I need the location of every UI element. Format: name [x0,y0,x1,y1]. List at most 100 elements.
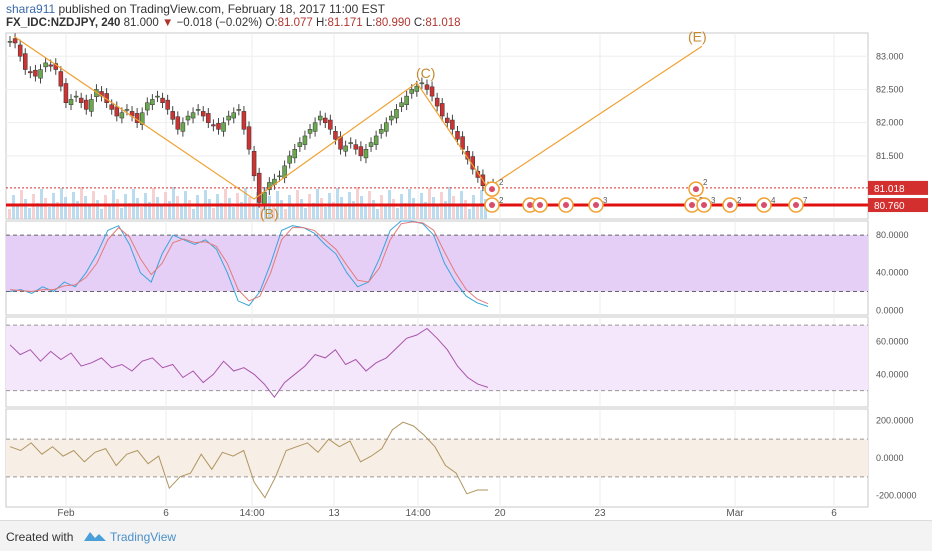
volume-bar [84,196,87,219]
event-marker-dot [689,202,695,209]
volume-bar [340,197,343,219]
price-tag [868,198,928,213]
event-marker-dot [527,202,533,209]
chart-canvas[interactable]: 83.000 82.500 82.000 81.500 (B) (C) (E) 81.018 8… [0,0,932,520]
volume-bar [200,204,203,219]
candle-body [363,149,369,159]
candle-body [139,112,145,125]
candle [302,130,308,150]
volume-bar [392,199,395,219]
volume-bar [364,205,367,219]
candle [17,39,23,62]
candle-body [399,102,404,107]
candle [89,94,94,117]
candle [312,117,318,137]
volume-bar [64,197,67,219]
event-marker-dot [489,202,495,209]
low-label: L: [365,17,376,29]
candle-body [78,97,84,103]
candle-body [317,115,323,121]
candle-body [190,112,196,119]
band-fill [6,325,868,391]
candle-body [165,99,170,110]
volume-bar [244,188,247,219]
candle [267,177,272,196]
open-label: O: [265,17,278,29]
candle [129,106,135,122]
candle [378,124,384,139]
candle [236,104,242,116]
volume-bar [272,205,275,219]
candle-body [378,129,384,134]
tradingview-logo-icon [84,532,106,541]
candle [282,160,287,184]
candle [195,104,201,116]
candle-body [43,62,48,68]
x-tick-label: 14:00 [405,508,430,519]
candle-body [312,122,318,132]
symbol-label: FX_IDC:NZDJPY, 240 [6,17,121,29]
candle-body [434,97,440,107]
candle [200,106,206,122]
candle [358,141,364,162]
candle-body [195,109,201,111]
candle-body [419,82,425,85]
candle [455,126,460,145]
candle-body [200,111,206,117]
candle [28,66,33,79]
volume-bar [380,195,383,219]
volume-bar [228,198,231,219]
volume-bar [48,207,51,219]
volume-bar [252,206,255,219]
volume-bar [44,198,47,219]
candle [424,79,430,95]
candle-body [216,123,221,130]
volume-bar [104,195,107,219]
candle-body [287,155,292,164]
candle [180,117,186,137]
candle-body [206,113,211,123]
event-marker-count: 4 [771,196,776,205]
candle-body [424,84,430,90]
candle-body [343,145,348,152]
candle-body [302,135,308,145]
candle [307,124,313,139]
volume-bar [352,201,355,219]
candle-body [297,142,303,147]
candle [277,170,282,182]
tradingview-link[interactable]: TradingView [110,530,177,544]
series-line [9,421,488,499]
candle [389,110,394,126]
volume-bar [220,203,223,219]
candle [53,58,59,75]
event-marker-dot [727,202,733,209]
candle-body [358,146,364,157]
volume-bar [76,201,79,219]
volume-bar [156,197,159,219]
price-tag [868,180,928,195]
volume-bar [160,206,163,219]
candle [7,35,13,47]
x-tick-label: 13 [328,508,340,519]
event-marker-icon [484,181,500,197]
publisher-link[interactable]: shara911 [6,2,56,16]
wave-label: (E) [688,29,707,45]
candle-body [384,122,389,132]
volume-bar [280,200,283,219]
volume-bar [192,209,195,219]
volume-bar [24,199,27,219]
candle [251,145,257,182]
candle [221,117,226,137]
band-fill [6,439,868,477]
candle [63,78,69,109]
candle [445,112,450,128]
candle [33,64,38,82]
candle-body [445,117,450,123]
change-down-icon: ▼ [162,17,174,29]
y-tick-label: 82.500 [876,84,904,94]
candle-body [211,124,216,127]
event-marker-count: 3 [603,196,608,205]
event-marker-icon [756,197,772,213]
volume-bar [412,198,415,219]
volume-bar [332,202,335,219]
